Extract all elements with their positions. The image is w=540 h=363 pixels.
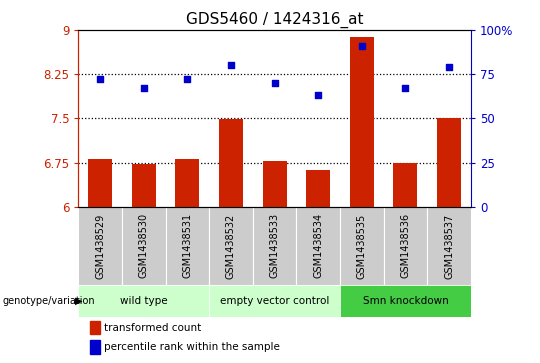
Bar [122,207,166,285]
Point [227,62,235,68]
Text: GSM1438529: GSM1438529 [95,213,105,278]
Bar [306,170,330,207]
Bar [383,207,427,285]
Bar [437,118,461,207]
Bar [427,207,471,285]
Text: GSM1438536: GSM1438536 [401,213,410,278]
Point [96,77,104,82]
Text: wild type: wild type [120,296,167,306]
Text: empty vector control: empty vector control [220,296,329,306]
Bar [90,321,100,334]
Title: GDS5460 / 1424316_at: GDS5460 / 1424316_at [186,12,363,28]
Point [270,80,279,86]
Bar [350,37,374,207]
Text: GSM1438537: GSM1438537 [444,213,454,278]
Bar [176,159,199,207]
Text: transformed count: transformed count [104,323,201,333]
Bar [209,207,253,285]
Bar [262,162,287,207]
Point [183,77,192,82]
Text: GSM1438531: GSM1438531 [183,213,192,278]
Point [357,43,366,49]
Text: GSM1438530: GSM1438530 [139,213,148,278]
Bar [166,207,209,285]
Bar [209,285,340,317]
Text: GSM1438532: GSM1438532 [226,213,236,278]
Text: Smn knockdown: Smn knockdown [362,296,448,306]
Bar [340,285,471,317]
Bar [88,159,112,207]
Point [401,85,410,91]
Bar [90,340,100,354]
Bar [340,207,383,285]
Bar [253,207,296,285]
Text: genotype/variation: genotype/variation [3,296,96,306]
Text: GSM1438533: GSM1438533 [269,213,280,278]
Bar [296,207,340,285]
Point [139,85,148,91]
Text: percentile rank within the sample: percentile rank within the sample [104,342,280,352]
Point [445,64,454,70]
Text: ▶: ▶ [75,296,82,306]
Bar [219,119,243,207]
Text: GSM1438535: GSM1438535 [357,213,367,278]
Bar [78,207,122,285]
Point [314,93,322,98]
Bar [132,164,156,207]
Text: GSM1438534: GSM1438534 [313,213,323,278]
Bar [78,285,209,317]
Bar [394,163,417,207]
